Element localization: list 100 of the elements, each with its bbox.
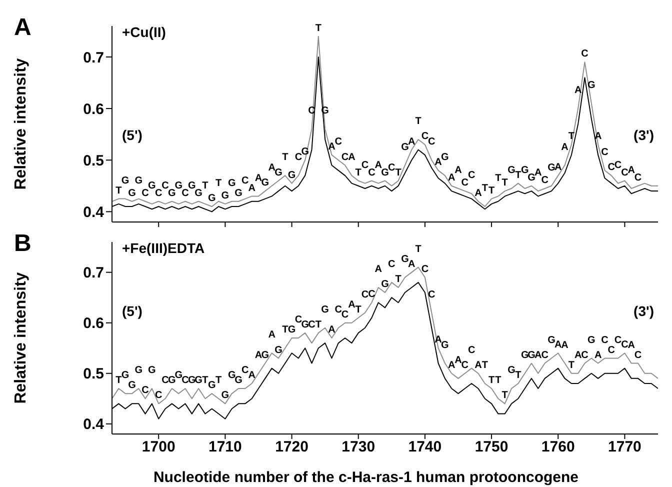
annotation: C xyxy=(368,167,376,178)
annotation: C xyxy=(388,258,396,270)
annotation: A xyxy=(248,182,256,194)
annotation: G xyxy=(301,319,310,330)
x-tick-label: 1710 xyxy=(208,438,242,456)
y-tick-label: 0.6 xyxy=(83,315,104,332)
annotation: G xyxy=(194,375,203,386)
annotation: C xyxy=(468,344,476,356)
annotation: T xyxy=(202,180,208,192)
annotation: T xyxy=(395,167,402,178)
annotation: G xyxy=(134,175,143,186)
annotation: T xyxy=(355,304,362,316)
y-tick-label: 0.5 xyxy=(83,152,104,170)
annotation: C xyxy=(154,390,162,402)
x-tick-label: 1750 xyxy=(474,438,508,456)
annotation: G xyxy=(134,365,143,376)
annotation: A xyxy=(628,340,635,351)
annotation: G xyxy=(301,146,310,158)
annotation: A xyxy=(474,188,482,199)
annotation: A xyxy=(454,354,462,366)
annotation: G xyxy=(121,370,130,382)
y-tick-label: 0.4 xyxy=(83,416,105,434)
annotation: A xyxy=(574,350,582,361)
annotation: G xyxy=(228,370,236,382)
annotation: C xyxy=(601,334,608,346)
annotation: C xyxy=(182,375,189,386)
annotation: T xyxy=(395,274,402,286)
annotation: G xyxy=(168,188,176,199)
annotation: A xyxy=(474,360,482,371)
annotation: A xyxy=(594,350,602,361)
annotation: G xyxy=(121,175,130,186)
chart-title: +Cu(II) xyxy=(122,24,166,40)
annotation: G xyxy=(381,279,390,290)
annotation: T xyxy=(502,178,508,189)
annotation: G xyxy=(548,162,556,174)
annotation: A xyxy=(434,156,442,168)
annotation: A xyxy=(448,360,456,371)
annotation: A xyxy=(408,258,416,270)
y-tick-label: 0.7 xyxy=(83,264,104,282)
annotation: A xyxy=(628,165,635,176)
annotation: C xyxy=(614,160,622,171)
annotation: C xyxy=(428,136,436,148)
annotation: A xyxy=(348,152,356,164)
annotation: C xyxy=(461,178,469,189)
annotation: G xyxy=(148,180,156,192)
annotation: C xyxy=(334,136,342,148)
annotation: G xyxy=(221,190,230,202)
annotation: G xyxy=(194,188,203,199)
annotation: C xyxy=(428,289,436,300)
annotation: A xyxy=(268,162,276,174)
annotation: G xyxy=(520,165,529,176)
annotation: G xyxy=(288,170,296,181)
annotation: A xyxy=(454,165,462,176)
annotation: (3') xyxy=(634,302,654,319)
annotation: G xyxy=(381,167,390,178)
annotation: G xyxy=(188,375,196,386)
annotation: A xyxy=(348,299,356,310)
annotation: C xyxy=(242,175,249,186)
annotation: T xyxy=(116,375,122,386)
annotation: C xyxy=(154,188,162,199)
text: B xyxy=(14,230,32,258)
annotation: T xyxy=(415,116,422,128)
annotation: G xyxy=(528,350,536,361)
annotation: C xyxy=(308,320,316,331)
annotation: G xyxy=(520,350,529,361)
annotation: C xyxy=(608,162,616,174)
annotation: G xyxy=(228,178,236,189)
annotation: C xyxy=(541,175,548,186)
annotation: C xyxy=(294,152,302,164)
annotation: G xyxy=(261,350,270,361)
annotation: G xyxy=(508,165,516,176)
annotation: C xyxy=(334,304,342,316)
annotation: C xyxy=(142,385,149,396)
annotation: C xyxy=(601,146,608,158)
annotation: G xyxy=(321,304,330,316)
y-tick-label: 0.6 xyxy=(83,100,104,118)
annotation: T xyxy=(568,131,574,142)
annotation: (5') xyxy=(122,126,142,143)
annotation: C xyxy=(621,167,628,178)
annotation: C xyxy=(468,170,476,182)
annotation: G xyxy=(288,324,296,336)
annotation: G xyxy=(274,344,283,356)
annotation: C xyxy=(142,188,149,199)
annotation: G xyxy=(208,380,216,392)
x-axis-title: Nucleotide number of the c-Ha-ras-1 human protooncogene xyxy=(152,469,580,486)
annotation: G xyxy=(234,188,243,199)
x-tick-label: 1700 xyxy=(142,438,176,456)
annotation: A xyxy=(408,136,416,148)
annotation: T xyxy=(116,185,122,196)
line-series xyxy=(112,266,658,404)
annotation: G xyxy=(148,365,156,376)
annotation: T xyxy=(315,22,322,34)
annotation: C xyxy=(361,160,369,171)
annotation: A xyxy=(374,264,382,276)
annotation: G xyxy=(528,172,536,184)
annotation: C xyxy=(634,350,642,361)
annotation: G xyxy=(401,142,410,153)
annotation: C xyxy=(341,152,349,163)
x-tick-label: 1740 xyxy=(408,438,442,456)
annotation: G xyxy=(588,334,596,346)
